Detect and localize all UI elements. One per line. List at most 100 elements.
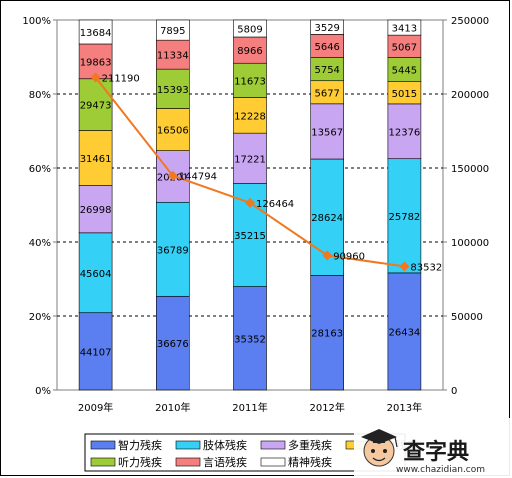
legend-label: 智力残疾 (118, 438, 162, 452)
bar-segment (156, 68, 190, 109)
x-tick-label: 2010年 (155, 401, 190, 414)
bar-segment-label: 8966 (237, 46, 262, 57)
left-tick-label: 80% (29, 90, 51, 101)
right-tick-label: 50000 (451, 312, 483, 323)
bar-segment-label: 15393 (157, 85, 189, 96)
bar-segment-label: 5445 (392, 66, 417, 77)
bar-segment-label: 3413 (392, 24, 417, 35)
bar-segment-label: 12228 (234, 111, 266, 122)
bar-segment (156, 295, 190, 391)
total-line-label: 144794 (179, 172, 217, 183)
legend-item: 多重残疾 (260, 438, 332, 452)
right-tick-label: 150000 (451, 164, 489, 175)
right-tick-label: 100000 (451, 238, 489, 249)
bar-segment (310, 19, 345, 35)
bar-segment-label: 5677 (314, 88, 339, 99)
bar-stack: 44107 45604 26998 31461 29473 19863 13684 (78, 19, 113, 391)
watermark: 查字典 www.chazidian.com (354, 418, 511, 476)
bar-segment (233, 36, 267, 64)
legend: 智力残疾肢体残疾多重残疾视力残疾听力残疾言语残疾精神残疾 (84, 433, 417, 472)
bar-segment-label: 44107 (80, 347, 112, 358)
watermark-title: 查字典 (403, 439, 469, 465)
bar-segment (78, 130, 113, 186)
bar-stack: 28163 28624 13567 5677 5754 5646 3529 (310, 19, 345, 391)
total-line-label: 126464 (256, 199, 294, 210)
total-line-marker (245, 197, 255, 208)
bar-segment-label: 5067 (392, 42, 417, 53)
bar-segment-label: 3529 (314, 23, 339, 34)
bar-segment-label: 11334 (157, 51, 189, 62)
bar-segment (387, 158, 422, 274)
bar-segment (78, 312, 113, 391)
scholar-avatar-icon (361, 429, 398, 467)
bar-segment-label: 12376 (388, 127, 420, 138)
legend-swatch (260, 440, 286, 450)
bar-segment (156, 108, 190, 151)
bar-segment (78, 78, 113, 131)
bar-segment-label: 36676 (157, 339, 189, 350)
total-line-marker (322, 250, 333, 261)
bar-segment (387, 57, 422, 82)
right-axis: 0 50000 100000 150000 200000 250000 (443, 16, 489, 397)
bar-segment-label: 5754 (314, 65, 339, 76)
right-tick-label: 0 (451, 386, 457, 397)
legend-swatch (90, 440, 116, 450)
legend-item: 言语残疾 (175, 455, 247, 469)
left-tick-label: 0% (35, 386, 51, 397)
x-tick-label: 2009年 (78, 401, 113, 414)
bar-segment (387, 19, 422, 36)
bar-segment (78, 185, 113, 234)
total-line-marker (399, 261, 410, 272)
bar-segment-label: 5646 (314, 42, 339, 53)
legend-label: 肢体残疾 (203, 438, 247, 452)
legend-item: 听力残疾 (90, 455, 162, 469)
total-line-label: 90960 (333, 251, 365, 262)
bar-segment-label: 26434 (388, 327, 420, 338)
bar-segment-label: 28163 (311, 329, 343, 340)
bar-segment-label: 36789 (157, 245, 189, 256)
bar-segment (310, 103, 345, 160)
legend-box (84, 433, 406, 472)
bar-segment-label: 29473 (80, 101, 112, 112)
bar-segment-label: 7895 (160, 26, 185, 37)
bar-segment (156, 201, 190, 297)
bar-segment-label: 31461 (80, 154, 112, 165)
bar-stack: 3667636789202011650615393113347895 (156, 19, 190, 391)
total-line-marker (167, 170, 178, 181)
right-tick-label: 250000 (451, 16, 489, 27)
bar-segment-label: 13567 (311, 127, 343, 138)
bar-segment-label: 45604 (80, 269, 112, 280)
bar-segment-label: 25782 (388, 212, 420, 223)
bar-segment-label: 28624 (311, 213, 343, 224)
bar-segment (156, 19, 190, 41)
bar-stack: 26434 25782 12376 5015 5445 5067 3413 (387, 19, 422, 391)
legend-swatch (175, 457, 201, 467)
legend-item: 肢体残疾 (175, 438, 247, 452)
legend-item: 智力残疾 (90, 438, 162, 452)
bar-segment (233, 286, 267, 391)
left-tick-label: 40% (29, 238, 51, 249)
total-line: 211190 144794 126464 90960 83532 (90, 72, 442, 273)
x-tick-label: 2011年 (232, 401, 267, 414)
legend-swatch (90, 457, 116, 467)
left-tick-label: 60% (29, 164, 51, 175)
total-line-label: 83532 (410, 262, 442, 273)
x-tick-label: 2013年 (387, 401, 422, 414)
bar-segment (156, 39, 190, 70)
bar-segment (233, 19, 267, 38)
legend-swatch (260, 457, 286, 467)
legend-label: 听力残疾 (118, 455, 162, 469)
legend-label: 精神残疾 (288, 455, 332, 469)
left-tick-label: 20% (29, 312, 51, 323)
bar-segment (387, 272, 422, 391)
legend-label: 多重残疾 (288, 438, 332, 452)
total-line-label: 211190 (102, 73, 140, 84)
bar-segment-label: 17221 (234, 154, 266, 165)
bar-segment-label: 19863 (80, 57, 112, 68)
bar-segment (387, 103, 422, 160)
bar-segment-label: 11673 (234, 76, 266, 87)
bar-segment-label: 13684 (80, 28, 112, 39)
watermark-url: www.chazidian.com (396, 465, 485, 475)
